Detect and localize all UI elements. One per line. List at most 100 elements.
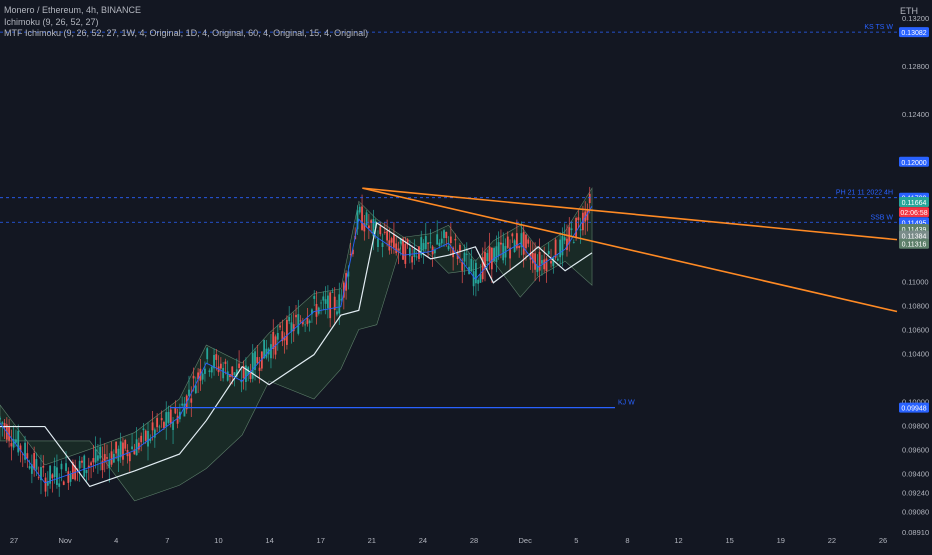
candle-body [231, 366, 234, 378]
candle-body [42, 465, 45, 468]
y-tick-label: 0.12400 [902, 110, 929, 119]
candle-body [452, 247, 455, 258]
candle-body [210, 366, 213, 373]
symbol-title[interactable]: Monero / Ethereum, 4h, BINANCE [4, 5, 142, 15]
candle-body [194, 385, 197, 394]
candle-body [367, 225, 370, 229]
candle-body [566, 238, 568, 250]
price-label-text: 0.13082 [901, 30, 926, 37]
candle-body [518, 245, 521, 249]
candle-body [575, 218, 577, 238]
candle-body [418, 246, 420, 259]
candle-body [408, 247, 411, 257]
candle-body [71, 461, 74, 480]
candle-body [133, 449, 136, 455]
candle-body [183, 403, 186, 417]
x-tick-label: 5 [574, 536, 578, 545]
candle-body [108, 459, 111, 469]
candle-body [545, 258, 548, 272]
candle-body [1, 422, 4, 424]
candle-body [488, 246, 491, 262]
candle-body [208, 370, 211, 373]
candle-body [28, 466, 31, 469]
candle-body [311, 309, 313, 315]
price-label-text: 0.11495 [902, 220, 927, 227]
candle-body [245, 365, 247, 382]
y-tick-label: 0.09400 [902, 469, 929, 478]
candle-body [333, 296, 336, 311]
candle-body [315, 303, 318, 317]
candle-body [449, 236, 452, 243]
y-tick-label: 0.09080 [902, 508, 929, 517]
candle-body [110, 451, 113, 465]
candle-body [554, 239, 557, 258]
candle-body [324, 299, 327, 304]
candle-body [447, 246, 450, 250]
candle-body [586, 210, 589, 221]
x-tick-label: 15 [725, 536, 733, 545]
candle-body [33, 452, 36, 470]
candle-body [167, 411, 170, 423]
candle-body [402, 238, 404, 260]
candle-body [53, 466, 56, 478]
candle-body [290, 322, 293, 332]
candle-body [192, 375, 195, 379]
candle-body [490, 247, 493, 270]
candle-body [97, 455, 99, 461]
y-tick-label: 0.08910 [902, 528, 929, 537]
candle-body [511, 233, 514, 237]
candle-body [222, 367, 225, 379]
price-label-text: 0.11316 [902, 242, 927, 249]
candle-body [201, 373, 204, 380]
candle-body [128, 453, 131, 462]
candle-body [165, 412, 168, 427]
candle-body [556, 258, 559, 261]
candle-body [30, 464, 33, 474]
currency-label[interactable]: ETH [900, 6, 918, 16]
candle-body [527, 239, 530, 244]
x-tick-label: 7 [165, 536, 169, 545]
candle-body [256, 357, 259, 364]
candle-body [224, 361, 227, 364]
candle-body [94, 449, 97, 463]
candle-body [101, 460, 104, 471]
candle-body [393, 233, 395, 248]
candle-body [260, 351, 263, 369]
candle-body [49, 465, 51, 484]
candle-body [60, 463, 63, 470]
candle-body [479, 274, 482, 283]
candle-body [10, 443, 13, 447]
candle-body [144, 430, 147, 441]
candle-body [434, 249, 436, 254]
candle-body [122, 442, 124, 460]
trendline-upper [362, 187, 898, 241]
candle-body [229, 374, 231, 378]
candle-body [370, 220, 373, 223]
chart-legend: Monero / Ethereum, 4h, BINANCE Ichimoku … [4, 5, 368, 40]
candle-body [363, 223, 366, 232]
candle-body [181, 403, 184, 406]
candle-body [374, 221, 377, 228]
candle-body [563, 237, 566, 241]
candle-body [481, 257, 484, 280]
x-tick-label: 21 [368, 536, 376, 545]
x-tick-label: 14 [265, 536, 273, 545]
candle-body [281, 331, 284, 342]
candle-body [424, 236, 427, 250]
indicator-ichimoku[interactable]: Ichimoku (9, 26, 52, 27) [4, 16, 99, 27]
y-axis: 0.132000.128000.124000.120000.116000.110… [902, 14, 929, 537]
candle-body [520, 233, 523, 248]
tenkan-line [0, 205, 593, 484]
candle-body [131, 446, 133, 450]
candle-body [477, 279, 480, 284]
candle-body [190, 398, 193, 403]
candle-body [272, 331, 275, 350]
candle-body [169, 409, 172, 424]
candle-body [249, 371, 252, 380]
candle-body [0, 417, 1, 420]
candle-body [506, 236, 509, 248]
candle-body [472, 271, 475, 287]
indicator-mtf-ichimoku[interactable]: MTF Ichimoku (9, 26, 52, 27, 1W, 4, Orig… [4, 28, 369, 38]
